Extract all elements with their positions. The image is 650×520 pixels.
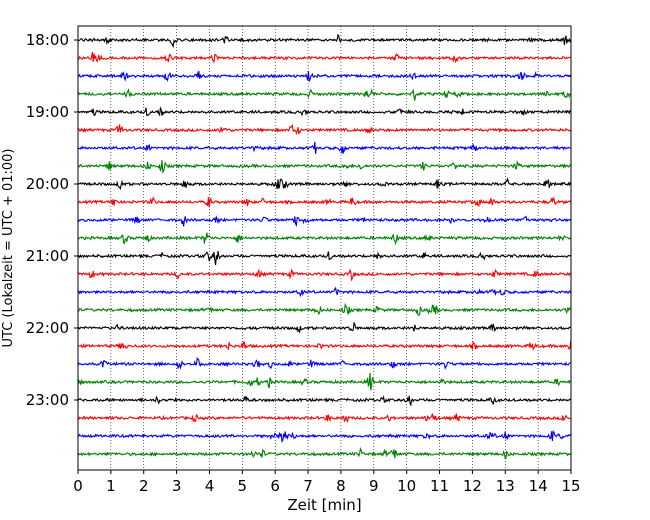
trace-2000 — [77, 176, 572, 191]
trace-2045 — [77, 232, 572, 246]
trace-2015 — [77, 196, 572, 208]
trace-2215 — [78, 340, 572, 352]
y-tick-label: 18:00 — [26, 31, 69, 49]
x-tick-label: 13 — [496, 477, 515, 495]
trace-2315 — [77, 413, 571, 424]
x-tick-label: 9 — [369, 477, 379, 495]
trace-2100 — [77, 251, 572, 266]
x-tick-label: 7 — [303, 477, 313, 495]
trace-2300 — [77, 395, 572, 407]
x-tick-label: 2 — [139, 477, 149, 495]
vertical-grid — [110, 26, 539, 470]
x-tick-label: 6 — [270, 477, 280, 495]
y-tick-label: 21:00 — [26, 247, 69, 265]
y-tick-label: 19:00 — [26, 103, 69, 121]
y-tick-label: 20:00 — [26, 175, 69, 193]
x-tick-label: 3 — [172, 477, 182, 495]
x-tick-label: 8 — [336, 477, 346, 495]
y-tick-label: 22:00 — [26, 319, 69, 337]
x-axis-label: Zeit [min] — [287, 496, 361, 514]
x-tick-label: 11 — [430, 477, 449, 495]
x-tick-label: 12 — [463, 477, 482, 495]
trace-2245 — [77, 372, 572, 391]
trace-2345 — [77, 446, 572, 460]
x-axis-ticks: 0 1 2 3 4 5 6 7 8 9 10 11 12 13 14 15 — [73, 470, 581, 495]
trace-1900 — [77, 106, 572, 117]
trace-2030 — [77, 215, 572, 228]
x-tick-label: 1 — [106, 477, 116, 495]
y-tick-label: 23:00 — [26, 391, 69, 409]
x-tick-label: 0 — [73, 477, 83, 495]
trace-1915 — [77, 123, 572, 135]
trace-1800 — [77, 33, 572, 49]
x-tick-label: 10 — [397, 477, 416, 495]
trace-1830 — [77, 70, 572, 83]
x-tick-label: 15 — [561, 477, 580, 495]
trace-1815 — [77, 51, 571, 64]
trace-2145 — [77, 302, 572, 316]
trace-1930 — [77, 141, 571, 155]
x-tick-label: 14 — [529, 477, 548, 495]
x-tick-label: 4 — [205, 477, 215, 495]
trace-1945 — [77, 160, 571, 174]
trace-2200 — [77, 321, 571, 334]
trace-lines — [77, 33, 572, 460]
y-axis-ticks: 18:00 19:00 20:00 21:00 22:00 23:00 — [26, 31, 78, 409]
trace-1845 — [77, 88, 572, 101]
trace-2230 — [77, 356, 571, 370]
plot-frame — [77, 25, 572, 471]
x-tick-label: 5 — [238, 477, 248, 495]
y-axis-label: UTC (Lokalzeit = UTC + 01:00) — [1, 149, 16, 348]
trace-2130 — [77, 286, 572, 298]
trace-2330 — [77, 429, 572, 443]
trace-2115 — [77, 268, 572, 282]
